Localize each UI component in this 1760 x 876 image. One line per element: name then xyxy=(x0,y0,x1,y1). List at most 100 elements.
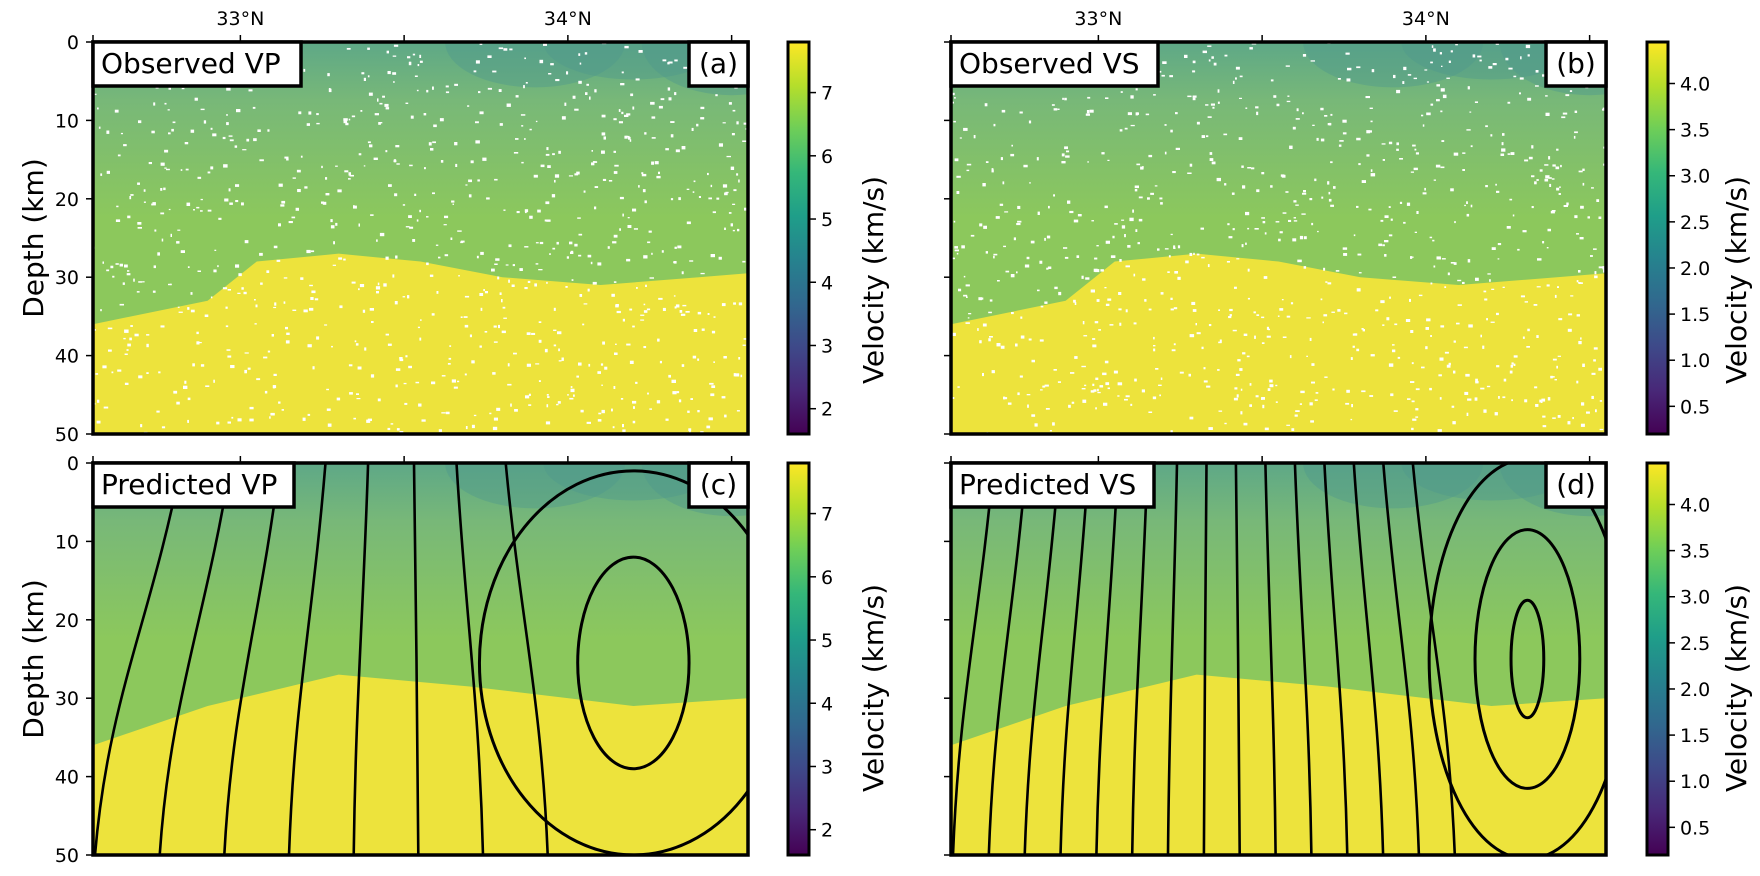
missing-cell xyxy=(544,348,548,353)
missing-cell xyxy=(733,373,736,377)
missing-cell xyxy=(721,303,726,307)
missing-cell xyxy=(1049,430,1052,432)
missing-cell xyxy=(1192,97,1196,101)
missing-cell xyxy=(402,296,406,298)
missing-cell xyxy=(1177,276,1181,280)
missing-cell xyxy=(1474,397,1478,401)
missing-cell xyxy=(1064,256,1069,259)
missing-cell xyxy=(1466,129,1471,131)
missing-cell xyxy=(509,48,513,51)
missing-cell xyxy=(196,331,199,335)
missing-cell xyxy=(1124,398,1128,401)
missing-cell xyxy=(300,155,303,158)
missing-cell xyxy=(1179,371,1184,374)
missing-cell xyxy=(487,55,492,58)
missing-cell xyxy=(1208,427,1213,430)
missing-cell xyxy=(1536,286,1541,288)
missing-cell xyxy=(613,118,617,121)
missing-cell xyxy=(1345,52,1350,55)
missing-cell xyxy=(711,330,716,334)
missing-cell xyxy=(479,111,484,115)
missing-cell xyxy=(133,278,135,282)
missing-cell xyxy=(658,171,660,175)
missing-cell xyxy=(1580,423,1585,427)
missing-cell xyxy=(356,398,361,400)
missing-cell xyxy=(656,175,661,179)
missing-cell xyxy=(161,426,166,429)
missing-cell xyxy=(1479,59,1482,62)
missing-cell xyxy=(1127,245,1131,248)
missing-cell xyxy=(453,386,458,389)
missing-cell xyxy=(402,204,406,206)
missing-cell xyxy=(578,53,581,56)
missing-cell xyxy=(1238,137,1243,140)
missing-cell xyxy=(1320,298,1323,301)
missing-cell xyxy=(1172,171,1176,174)
missing-cell xyxy=(1134,378,1137,382)
missing-cell xyxy=(1490,321,1495,323)
missing-cell xyxy=(421,419,426,422)
missing-cell xyxy=(1300,390,1305,394)
missing-cell xyxy=(1542,415,1546,418)
missing-cell xyxy=(993,255,995,259)
missing-cell xyxy=(419,54,422,58)
missing-cell xyxy=(1380,300,1385,304)
missing-cell xyxy=(991,168,994,170)
missing-cell xyxy=(1145,113,1150,116)
missing-cell xyxy=(1216,177,1221,182)
missing-cell xyxy=(257,129,261,132)
missing-cell xyxy=(608,180,613,182)
missing-cell xyxy=(1173,343,1176,346)
missing-cell xyxy=(674,59,678,62)
missing-cell xyxy=(1264,232,1267,235)
missing-cell xyxy=(1104,205,1108,209)
missing-cell xyxy=(408,61,412,66)
missing-cell xyxy=(312,366,315,370)
missing-cell xyxy=(479,345,482,348)
missing-cell xyxy=(1003,245,1006,248)
contour-line xyxy=(158,463,232,855)
missing-cell xyxy=(991,370,995,374)
missing-cell xyxy=(544,219,548,222)
missing-cell xyxy=(671,379,676,383)
missing-cell xyxy=(278,401,281,404)
missing-cell xyxy=(358,153,362,156)
missing-cell xyxy=(311,290,316,294)
title-box-a: Observed VP xyxy=(91,40,303,88)
missing-cell xyxy=(1243,333,1248,336)
missing-cell xyxy=(1020,316,1023,319)
missing-cell xyxy=(480,307,483,311)
missing-cell xyxy=(200,108,205,111)
missing-cell xyxy=(346,48,351,50)
missing-cell xyxy=(1207,264,1210,268)
missing-cell xyxy=(519,268,523,271)
missing-cell xyxy=(615,304,619,307)
missing-cell xyxy=(980,297,984,300)
contour-ellipse xyxy=(1427,463,1606,855)
missing-cell xyxy=(1261,217,1265,219)
missing-cell xyxy=(1171,349,1176,352)
missing-cell xyxy=(1101,152,1105,155)
missing-cell xyxy=(1556,187,1560,191)
missing-cell xyxy=(999,203,1004,206)
missing-cell xyxy=(184,142,189,145)
missing-cell xyxy=(1150,192,1154,195)
missing-cell xyxy=(1291,428,1295,431)
missing-cell xyxy=(241,287,244,290)
missing-cell xyxy=(649,408,652,410)
missing-cell xyxy=(1524,301,1528,303)
missing-cell xyxy=(1444,286,1447,288)
missing-cell xyxy=(385,107,390,110)
missing-cell xyxy=(538,269,543,271)
missing-cell xyxy=(1097,388,1099,392)
missing-cell xyxy=(1299,403,1302,405)
missing-cell xyxy=(624,45,629,49)
missing-cell xyxy=(697,410,700,413)
missing-cell xyxy=(377,98,379,102)
missing-cell xyxy=(1507,101,1511,104)
missing-cell xyxy=(1192,95,1197,98)
missing-cell xyxy=(486,197,490,200)
missing-cell xyxy=(343,118,348,121)
missing-cell xyxy=(1368,208,1372,211)
missing-cell xyxy=(1164,248,1169,250)
